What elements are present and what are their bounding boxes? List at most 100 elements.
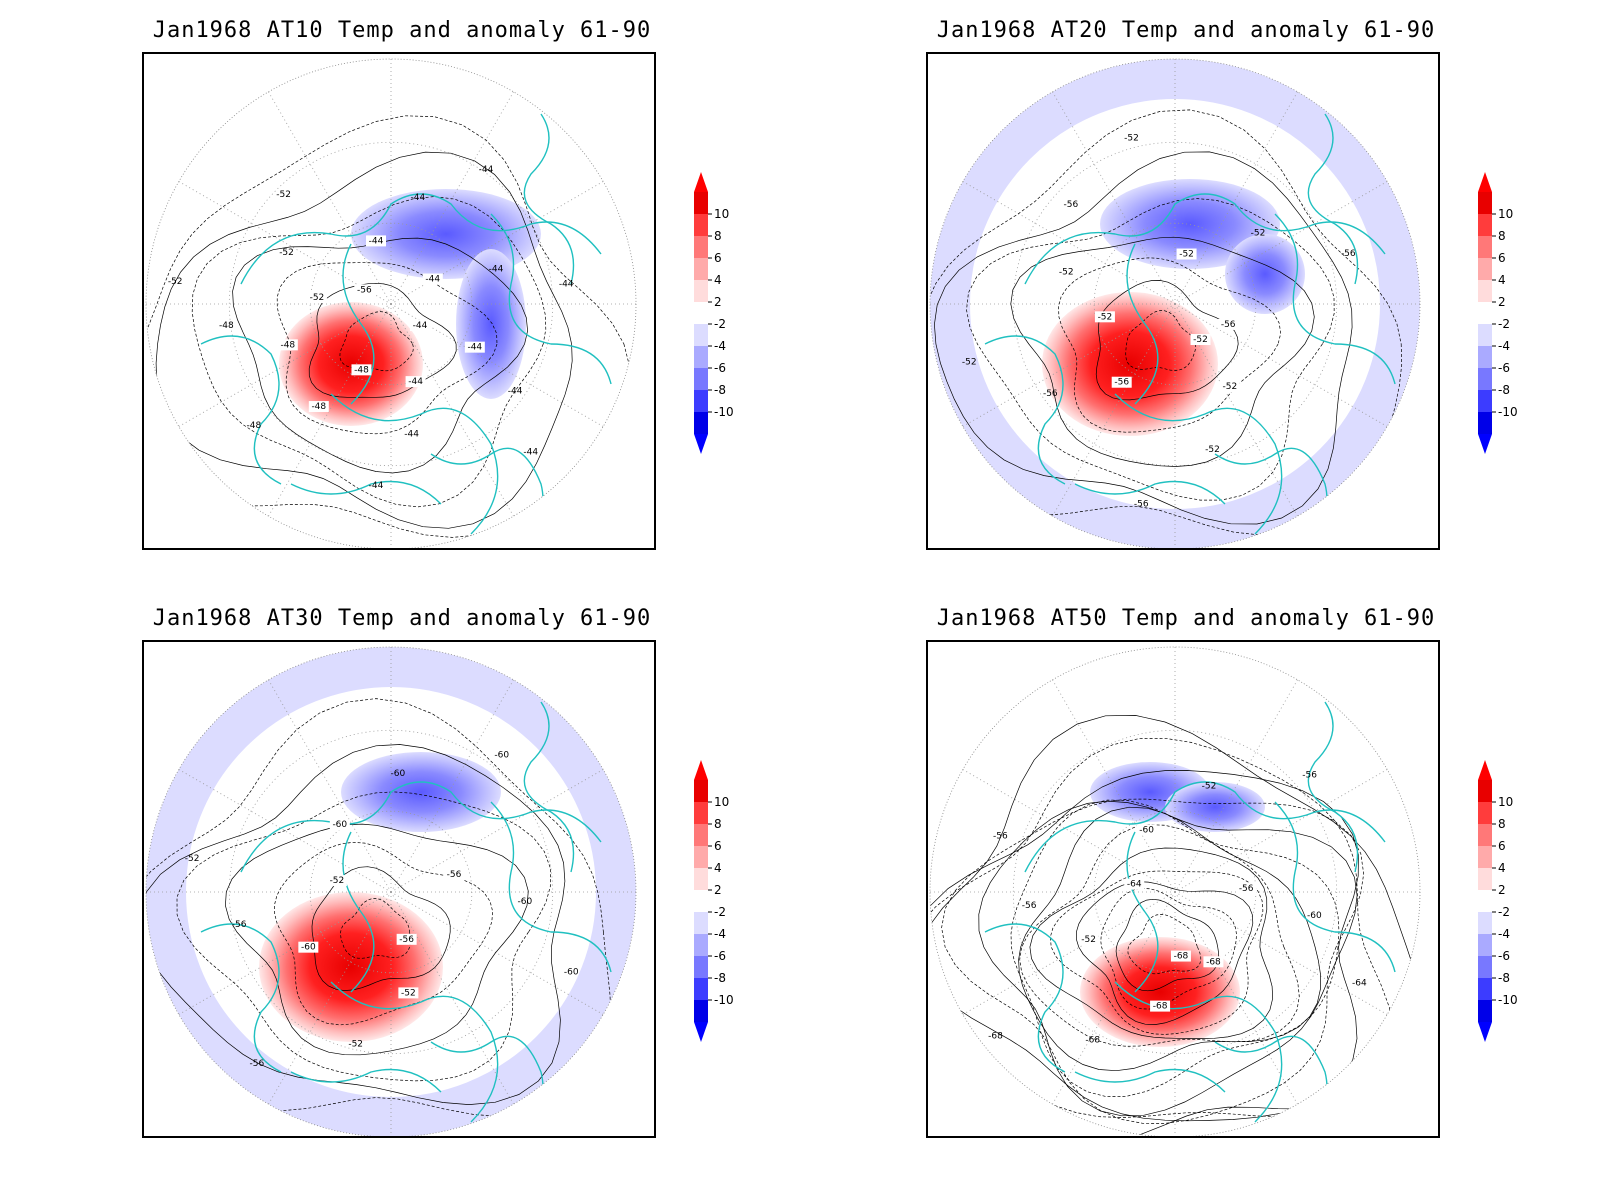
colorbar-segment	[694, 302, 708, 324]
temperature-contour	[225, 823, 529, 1056]
colorbar-segment	[694, 824, 708, 846]
polar-map: -68 -68 -68 -68 -52 -56 -56 -64 -60 -52 -56 -56 -60 -…	[929, 646, 1421, 1136]
colorbar-segment	[1478, 368, 1492, 390]
warm-anomaly	[1080, 937, 1240, 1047]
colorbar-tick-label: 2	[714, 295, 722, 309]
temperature-contour	[311, 866, 451, 991]
contour-label-bg	[398, 987, 419, 999]
colorbar-tick-label: -2	[1498, 905, 1510, 919]
warm-anomaly	[259, 892, 443, 1042]
contour-label-bg	[1190, 334, 1211, 346]
colorbar-segment	[694, 258, 708, 280]
contour-label-bg	[1150, 1000, 1171, 1012]
meridian	[1174, 303, 1388, 427]
colorbar-segment	[1478, 780, 1492, 802]
colorbar-tick-label: -2	[714, 905, 726, 919]
contour-label: -44	[408, 377, 423, 387]
contour-label: -60	[390, 769, 405, 779]
contour-label: -44	[410, 193, 425, 203]
contour-label: -52	[168, 277, 183, 287]
contour-label: -44	[479, 165, 494, 175]
coastline	[1274, 801, 1396, 973]
contour-label: -48	[354, 365, 369, 375]
contour-label-bg	[464, 341, 485, 353]
latitude-circle	[228, 141, 554, 467]
coastline	[1114, 393, 1283, 535]
colorbar-bottom-arrow	[694, 434, 708, 454]
coastline	[1126, 831, 1159, 993]
contour-label: -56	[447, 870, 462, 880]
map-frame: -56 -52 -52 -56 -60 -56 -52 -52 -60 -60 -60 -56 -60 -…	[142, 640, 656, 1138]
contour-label: -60	[301, 943, 316, 953]
colorbar-segment	[1478, 236, 1492, 258]
colorbar-segment	[694, 390, 708, 412]
contour-label: -60	[518, 897, 533, 907]
colorbar-segment	[1478, 846, 1492, 868]
colorbar-tick-label: -6	[714, 361, 726, 375]
contour-label: -56	[993, 831, 1008, 841]
contour-label: -44	[559, 279, 574, 289]
coastline	[523, 113, 575, 285]
contour-label: -44	[369, 236, 384, 246]
colorbar-segment	[1478, 934, 1492, 956]
coastline	[1074, 1068, 1226, 1093]
coastline	[330, 393, 499, 535]
panel-title: Jan1968 AT10 Temp and anomaly 61-90	[152, 18, 652, 43]
contour-label: -52	[401, 988, 416, 998]
map-frame: -68 -68 -68 -68 -52 -56 -56 -64 -60 -52 -56 -56 -60 -…	[926, 640, 1440, 1138]
colorbar-tick-label: -4	[714, 339, 726, 353]
contour-label: -56	[399, 935, 414, 945]
colorbar-top-arrow	[1478, 760, 1492, 780]
coastline	[200, 923, 282, 1073]
meridian	[390, 91, 514, 305]
panel-title: Jan1968 AT30 Temp and anomaly 61-90	[152, 606, 652, 631]
colorbar-tick-label: -6	[714, 949, 726, 963]
colorbar-bottom-arrow	[1478, 1022, 1492, 1042]
colorbar-tick-label: 4	[1498, 273, 1506, 287]
colorbar-tick-label: 6	[714, 839, 722, 853]
colorbar-tick-label: -4	[1498, 339, 1510, 353]
temperature-contour	[1076, 881, 1254, 1025]
meridian	[178, 769, 392, 893]
colorbar-tick-label: -6	[1498, 949, 1510, 963]
coastline	[200, 335, 282, 485]
contour-label: -52	[962, 357, 977, 367]
colorbar-segment	[1478, 192, 1492, 214]
colorbar-tick-label: 10	[1498, 207, 1513, 221]
contour-label: -48	[219, 321, 234, 331]
colorbar-tick-label: 8	[714, 817, 722, 831]
colorbar-top-arrow	[1478, 172, 1492, 192]
contour-label-bg	[1219, 381, 1240, 393]
colorbar-segment	[1478, 412, 1492, 434]
temperature-contour	[1100, 888, 1237, 1010]
colorbar-segment	[1478, 824, 1492, 846]
colorbar-segment	[1478, 324, 1492, 346]
map-boundary	[145, 646, 637, 1136]
coastline	[1214, 1035, 1328, 1136]
contour-label: -60	[564, 968, 579, 978]
colorbar-segment	[694, 890, 708, 912]
meridian	[390, 769, 604, 893]
coastline	[523, 701, 575, 873]
meridian	[1052, 91, 1176, 305]
temperature-contour	[930, 715, 1420, 1136]
colorbar-segment	[694, 802, 708, 824]
colorbar-at50: 10 8 6 4 2 -2 -4 -6 -8 -10	[1478, 760, 1518, 1042]
panel-at10: Jan1968 AT10 Temp and anomaly 61-90 -44 -…	[142, 18, 662, 578]
colorbar-tick-label: 10	[1498, 795, 1513, 809]
coastline	[1274, 213, 1396, 385]
colorbar-tick-label: -4	[714, 927, 726, 941]
contour-label: -48	[311, 402, 326, 412]
contour-label: -52	[310, 293, 325, 303]
contour-label: -52	[348, 1039, 363, 1049]
temperature-contour	[1010, 236, 1315, 467]
coastline	[240, 193, 602, 285]
colorbar-segment	[694, 214, 708, 236]
contour-label-bg	[1056, 266, 1077, 278]
colorbar-segment	[1478, 214, 1492, 236]
coastline	[342, 831, 375, 993]
meridian	[1174, 891, 1388, 1015]
colorbar-tick-label: -8	[714, 383, 726, 397]
contour-label: -44	[425, 275, 440, 285]
colorbar-tick-label: 10	[714, 207, 729, 221]
